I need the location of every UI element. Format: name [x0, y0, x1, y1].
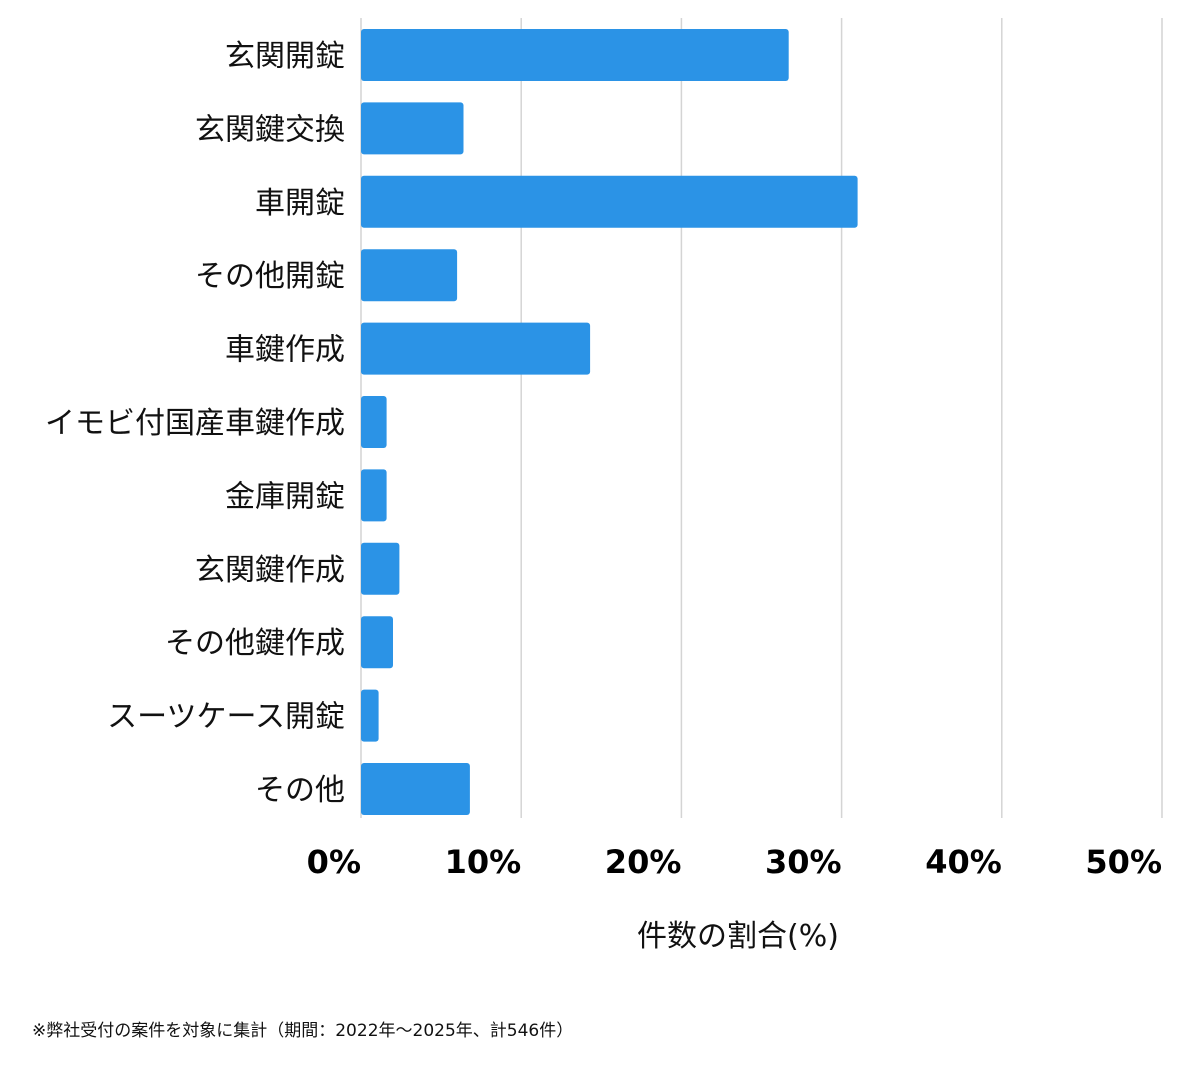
x-tick-labels: 0% 10% 20% 30% 40% 50%	[307, 843, 1162, 881]
category-labels: 玄関開錠玄関鍵交換車開錠その他開錠車鍵作成イモビ付国産車鍵作成金庫開錠玄関鍵作成…	[45, 39, 345, 808]
category-label: その他	[255, 773, 345, 808]
bar	[361, 322, 591, 375]
bar	[361, 249, 458, 302]
bar	[361, 102, 464, 155]
x-axis-title: 件数の割合(%)	[637, 919, 839, 954]
category-label: スーツケース開錠	[107, 700, 345, 735]
category-label: 玄関開錠	[225, 39, 345, 74]
x-tick-label: 20%	[605, 843, 682, 881]
bar	[361, 396, 387, 448]
category-label: 車開錠	[255, 186, 345, 221]
bar	[361, 175, 858, 228]
category-label: 玄関鍵作成	[195, 553, 345, 588]
category-label: 車鍵作成	[225, 333, 345, 368]
bar	[361, 29, 789, 81]
category-label: イモビ付国産車鍵作成	[45, 406, 345, 441]
bar	[361, 763, 470, 815]
gridlines	[360, 18, 1163, 818]
category-label: その他開錠	[195, 259, 345, 294]
x-tick-label: 40%	[925, 843, 1002, 881]
category-label: 金庫開錠	[225, 479, 345, 514]
bar	[361, 689, 379, 742]
category-label: その他鍵作成	[165, 626, 345, 661]
bar	[361, 542, 400, 595]
category-label: 玄関鍵交換	[195, 112, 345, 147]
bar	[361, 616, 393, 669]
x-tick-label: 0%	[307, 843, 361, 881]
footnote: ※弊社受付の案件を対象に集計（期間：2022年〜2025年、計546件）	[32, 1021, 574, 1041]
x-tick-label: 10%	[445, 843, 522, 881]
x-tick-label: 50%	[1085, 843, 1162, 881]
x-tick-label: 30%	[765, 843, 842, 881]
bar	[361, 469, 387, 522]
bar-chart: 玄関開錠玄関鍵交換車開錠その他開錠車鍵作成イモビ付国産車鍵作成金庫開錠玄関鍵作成…	[45, 18, 1163, 954]
bars	[361, 29, 858, 815]
